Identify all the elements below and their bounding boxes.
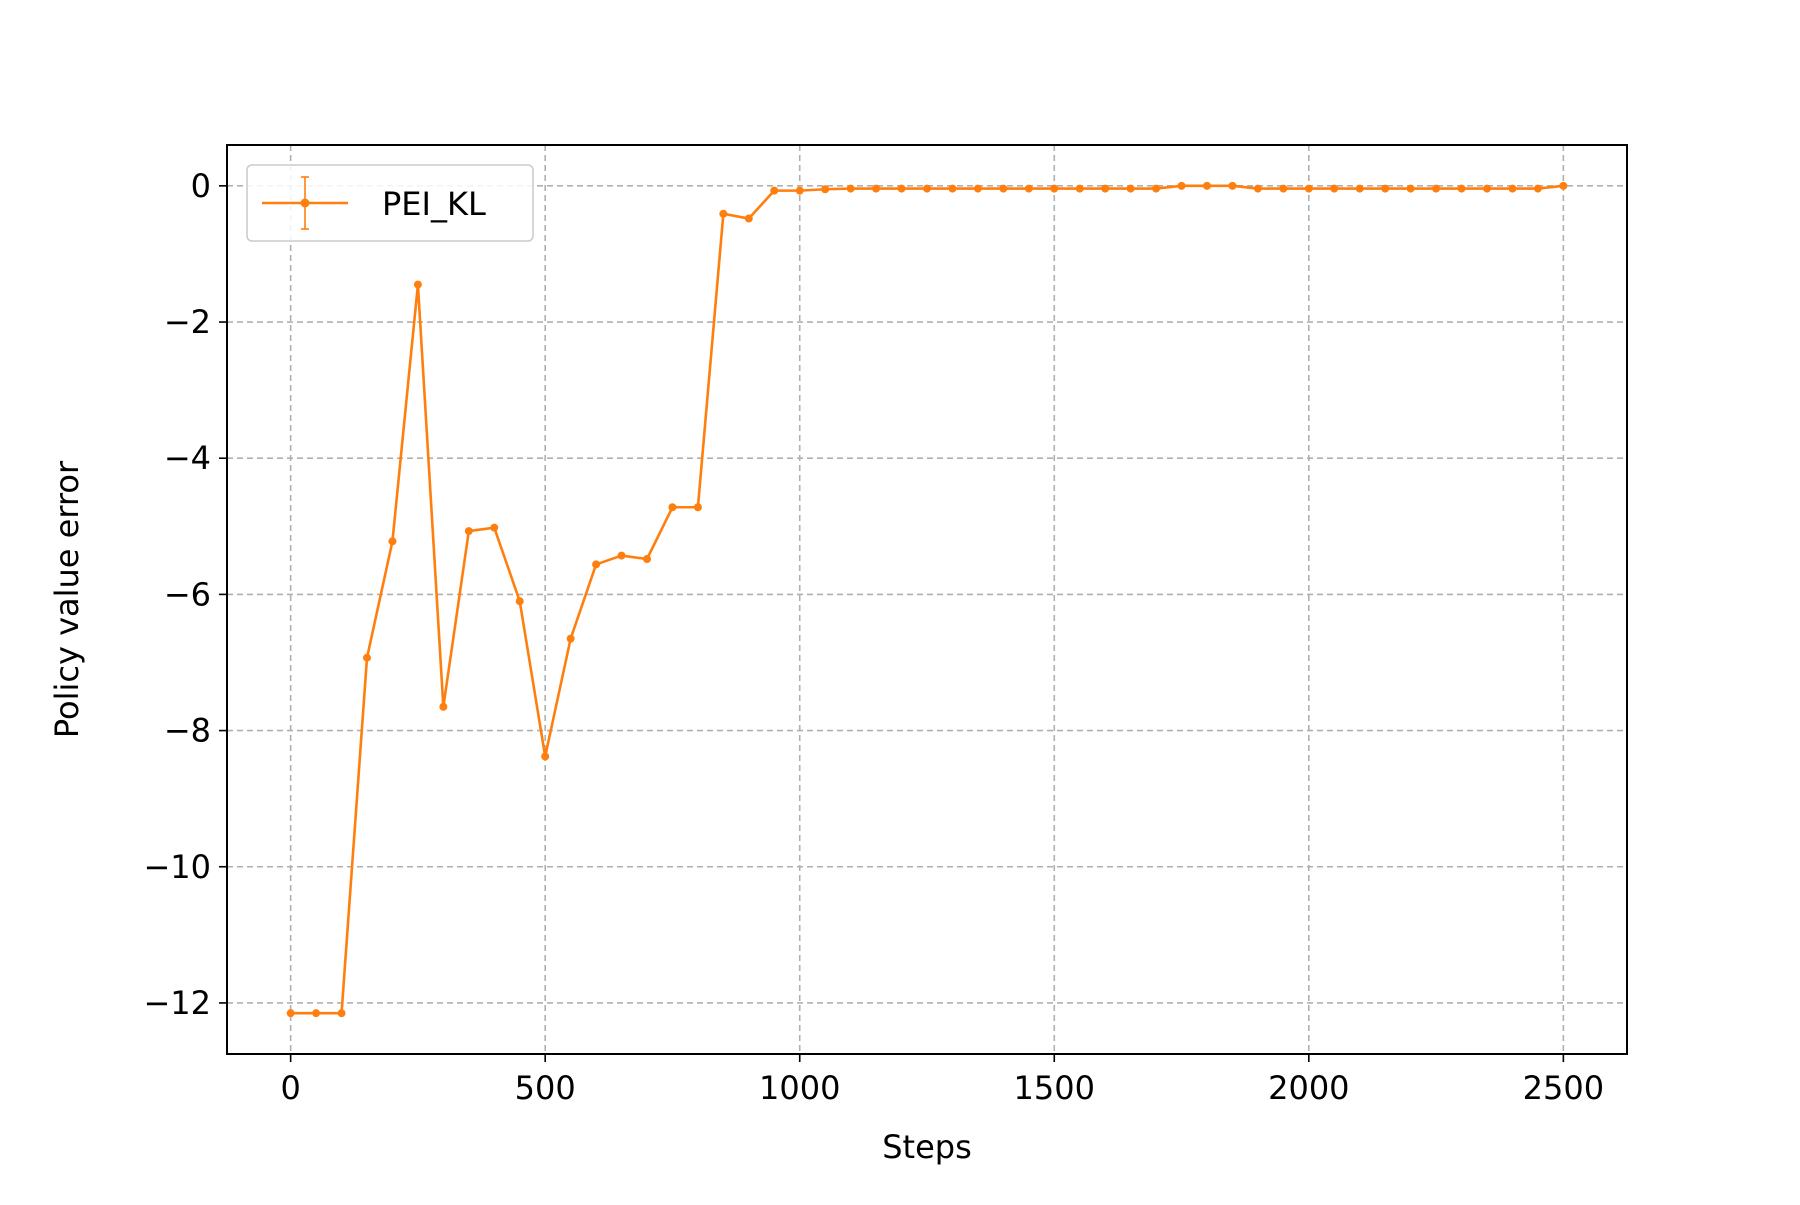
data-point	[413, 280, 422, 289]
data-point	[566, 634, 575, 643]
y-axis-title: Policy value error	[48, 460, 86, 738]
x-tick-label: 1500	[1014, 1069, 1095, 1107]
data-point	[770, 186, 779, 195]
data-point	[1432, 184, 1441, 193]
data-point	[948, 184, 957, 193]
data-point	[1126, 184, 1135, 193]
data-point	[1024, 184, 1033, 193]
legend-line-marker	[262, 176, 348, 230]
data-point	[897, 184, 906, 193]
data-point	[515, 597, 524, 606]
data-point	[1253, 184, 1262, 193]
legend-box	[246, 164, 534, 242]
x-axis-title: Steps	[882, 1128, 972, 1166]
data-point	[617, 551, 626, 560]
plot-frame	[226, 144, 1628, 1055]
data-point	[1050, 184, 1059, 193]
data-point	[286, 1009, 295, 1018]
data-point	[923, 184, 931, 193]
data-point	[744, 214, 753, 223]
data-point	[464, 527, 473, 536]
y-tick-label: 0	[191, 167, 211, 205]
data-point	[846, 184, 855, 193]
data-point	[541, 752, 550, 761]
y-tick-label: −8	[164, 712, 211, 750]
data-point	[1101, 184, 1110, 193]
x-tick-label: 500	[515, 1069, 576, 1107]
data-point	[1330, 184, 1339, 193]
data-point	[795, 186, 804, 195]
data-point	[1559, 181, 1568, 190]
data-point	[999, 184, 1008, 193]
data-point	[719, 209, 728, 218]
data-point	[337, 1009, 346, 1018]
axis-ticks: 0 500 1000 1500 2000 2500 0 −2 −4 −6 −8 −10 −12	[143, 167, 1604, 1107]
data-point	[1177, 181, 1186, 190]
legend-label-pei-kl: PEI_KL	[382, 185, 486, 223]
x-tick-label: 0	[280, 1069, 300, 1107]
y-tick-label: −12	[143, 984, 211, 1022]
data-point	[1355, 184, 1364, 193]
data-point	[668, 503, 677, 512]
data-point	[1508, 184, 1517, 193]
data-point	[1381, 184, 1390, 193]
data-point	[643, 554, 651, 563]
data-point	[1483, 184, 1491, 193]
data-point	[363, 653, 371, 662]
data-point	[1457, 184, 1466, 193]
data-point	[1228, 181, 1237, 190]
data-point	[490, 523, 499, 532]
grid-lines	[227, 145, 1627, 1054]
data-point	[312, 1009, 321, 1018]
legend: PEI_KL	[246, 164, 534, 242]
data-point	[1304, 184, 1313, 193]
data-point	[1152, 184, 1161, 193]
legend-marker	[300, 198, 310, 208]
x-tick-label: 2500	[1523, 1069, 1604, 1107]
x-tick-label: 2000	[1268, 1069, 1349, 1107]
data-point	[388, 537, 397, 546]
data-point	[1406, 184, 1415, 193]
y-tick-label: −10	[143, 848, 211, 886]
data-point	[693, 503, 702, 512]
data-point	[821, 185, 830, 194]
x-tick-label: 1000	[759, 1069, 840, 1107]
data-point	[439, 702, 448, 711]
data-point	[872, 184, 881, 193]
y-tick-label: −6	[164, 575, 211, 613]
data-point	[1533, 184, 1542, 193]
data-point	[592, 560, 601, 569]
data-point	[973, 184, 982, 193]
y-tick-label: −2	[164, 303, 211, 341]
data-point	[1203, 181, 1211, 190]
y-tick-label: −4	[164, 439, 211, 477]
data-point	[1075, 184, 1084, 193]
data-point	[1279, 184, 1288, 193]
series-layer	[286, 181, 1568, 1018]
